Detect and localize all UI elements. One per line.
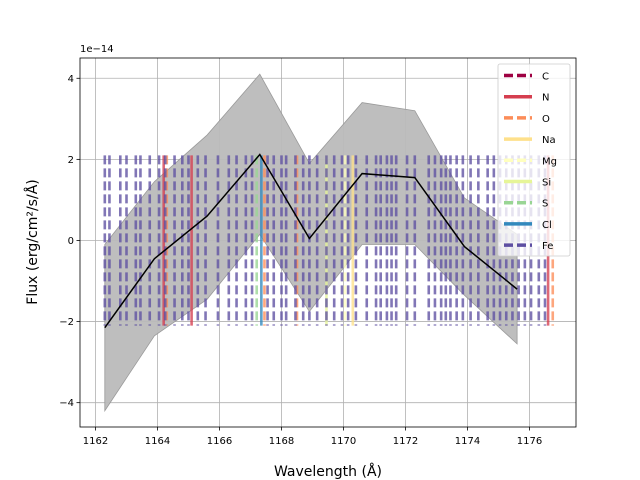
legend-label-fe: Fe	[542, 241, 553, 252]
y-axis-label: Flux (erg/cm²/s/Å)	[24, 179, 41, 304]
flux-line	[104, 153, 518, 329]
x-axis-label: Wavelength (Å)	[274, 463, 382, 480]
y-tick-label: −4	[59, 398, 74, 409]
x-tick-label: 1162	[83, 436, 108, 447]
plot-frame	[79, 57, 577, 428]
x-tick-label: 1168	[269, 436, 294, 447]
legend-label-n: N	[542, 93, 549, 104]
x-tick-label: 1164	[145, 436, 170, 447]
legend: CNO Na Mg Si S Cl Fe	[497, 63, 571, 257]
legend-label-o: O	[542, 114, 550, 125]
y-tick-label: −2	[59, 317, 74, 328]
y-offset-label: 1e−14	[80, 44, 114, 55]
legend-label-cl: Cl	[542, 220, 552, 231]
y-tick-label: 0	[68, 236, 74, 247]
x-tick-label: 1172	[393, 436, 418, 447]
x-tick-label: 1166	[207, 436, 232, 447]
x-axis-ticks: 1162 1164 1166 1168 1170 1172 1174 1176	[83, 427, 542, 447]
legend-frame	[497, 63, 571, 257]
x-tick-label: 1176	[517, 436, 542, 447]
y-axis-ticks: −4 −2 0 2 4	[59, 74, 80, 409]
x-tick-label: 1170	[331, 436, 356, 447]
legend-label-c: C	[542, 72, 549, 83]
legend-label-s: S	[542, 199, 548, 210]
legend-label-na: Na	[542, 135, 556, 146]
y-tick-label: 4	[68, 74, 74, 85]
x-tick-label: 1174	[455, 436, 480, 447]
legend-label-si: Si	[542, 178, 551, 189]
legend-label-mg: Mg	[542, 156, 557, 167]
line-markers	[103, 155, 555, 326]
y-tick-label: 2	[68, 155, 74, 166]
flux-line-path	[104, 153, 518, 329]
